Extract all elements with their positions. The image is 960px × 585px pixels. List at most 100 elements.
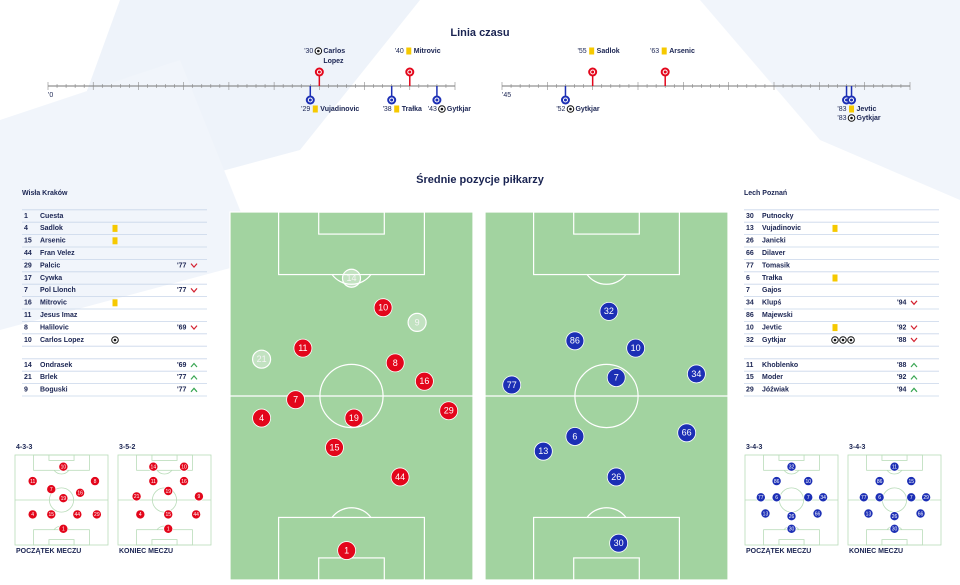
player-position-number: 1 xyxy=(344,545,349,555)
sub-minute: '77 xyxy=(177,387,187,394)
player-position-number: 10 xyxy=(181,465,187,471)
formation-caption: KONIEC MECZU xyxy=(119,548,173,555)
player-name: Tomasik xyxy=(762,262,790,269)
event-minute: '83 xyxy=(837,115,846,122)
player-position-marker xyxy=(72,509,83,520)
player-number: 15 xyxy=(746,374,754,381)
player-position-number: 10 xyxy=(378,303,388,313)
player-number: 16 xyxy=(24,300,32,307)
player-position-number: 6 xyxy=(878,495,881,501)
player-position-marker xyxy=(760,508,771,519)
pitch-center-circle xyxy=(49,487,74,513)
player-position-number: 29 xyxy=(923,495,929,501)
pitch-center-circle xyxy=(319,363,384,429)
player-position-marker xyxy=(606,368,626,388)
pitch-goal-area xyxy=(151,454,178,461)
player-position-marker xyxy=(565,427,585,446)
substitute-position-marker xyxy=(341,268,362,288)
player-position-number: 21 xyxy=(134,494,140,500)
player-position-number: 8 xyxy=(94,479,97,485)
event-minute: '38 xyxy=(383,106,392,113)
pitch-penalty-arc xyxy=(783,470,800,475)
event-player: Arsenic xyxy=(669,48,695,55)
player-position-number: 1 xyxy=(62,527,65,533)
player-position-number: 6 xyxy=(775,495,778,501)
player-position-number: 6 xyxy=(572,431,577,441)
player-position-marker xyxy=(609,533,629,553)
event-pin-head xyxy=(314,67,324,77)
player-number: 29 xyxy=(24,262,32,269)
player-position-marker xyxy=(91,509,102,520)
sub-minute: '88 xyxy=(897,362,907,369)
player-position-marker xyxy=(803,492,814,503)
sub-minute: '77 xyxy=(177,374,187,381)
event-pin-inner xyxy=(316,69,322,75)
player-position-marker xyxy=(373,298,393,318)
player-position-number: 66 xyxy=(918,511,924,517)
player-position-marker xyxy=(889,511,900,522)
yellow-card xyxy=(312,105,318,113)
player-position-marker xyxy=(565,331,585,351)
player-number: 29 xyxy=(746,387,754,394)
player-name: Cuesta xyxy=(40,213,63,220)
sub-minute: '77 xyxy=(177,287,187,294)
yellow-card xyxy=(112,224,118,232)
pitch-goal-area xyxy=(778,454,805,461)
goal-icon-center xyxy=(440,107,444,111)
goal-icon-center xyxy=(833,338,837,342)
background-shape xyxy=(0,60,260,330)
player-position-marker xyxy=(687,364,706,384)
sub-minute: '88 xyxy=(897,337,907,344)
yellow-card xyxy=(112,237,118,245)
player-position-marker xyxy=(46,509,57,520)
event-pin-head xyxy=(432,95,442,105)
yellow-card xyxy=(832,224,838,232)
sub-on-arrow xyxy=(910,387,918,393)
formation-label: 3-5-2 xyxy=(119,444,135,451)
player-position-number: 16 xyxy=(77,491,83,497)
player-number: 1 xyxy=(24,213,28,220)
player-position-marker xyxy=(755,492,766,503)
player-position-marker xyxy=(27,476,38,487)
event-player: Carlos xyxy=(323,48,345,55)
pitch-penalty-arc xyxy=(331,507,372,518)
player-number: 66 xyxy=(746,250,754,257)
player-position-marker xyxy=(58,493,69,504)
player-name: Trałka xyxy=(762,275,782,282)
player-name: Majewski xyxy=(762,312,793,319)
formation-caption: POCZĄTEK MECZU xyxy=(16,548,81,555)
player-position-marker xyxy=(148,476,159,487)
timeline-title: Linia czasu xyxy=(450,27,509,39)
player-position-number: 14 xyxy=(346,273,356,283)
player-position-marker xyxy=(163,485,174,496)
player-position-marker xyxy=(533,441,553,461)
player-position-marker xyxy=(771,492,782,503)
player-position-marker xyxy=(906,476,917,487)
player-position-number: 26 xyxy=(892,514,898,520)
sub-off-arrow xyxy=(190,325,198,331)
pitch-penalty-arc xyxy=(586,274,627,285)
player-position-number: 30 xyxy=(789,527,795,533)
player-position-marker xyxy=(390,467,410,487)
player-number: 6 xyxy=(746,275,750,282)
player-position-number: 77 xyxy=(507,380,517,390)
event-player: Mitrovic xyxy=(414,48,441,55)
event-pin-head xyxy=(405,67,415,77)
player-position-number: 26 xyxy=(789,514,795,520)
pitch-center-circle xyxy=(574,363,639,429)
player-position-number: 66 xyxy=(682,428,692,438)
sub-minute: '69 xyxy=(177,362,187,369)
event-pin-inner xyxy=(434,97,440,103)
event-minute: '30 xyxy=(304,48,313,55)
player-number: 44 xyxy=(24,250,32,257)
goal-icon-center xyxy=(317,49,320,53)
player-number: 10 xyxy=(746,324,754,331)
player-position-marker xyxy=(27,509,38,520)
sub-off-arrow xyxy=(910,325,918,331)
player-position-marker xyxy=(874,476,885,487)
pitch-goal-area xyxy=(151,539,178,546)
player-position-number: 15 xyxy=(329,442,339,452)
player-position-number: 30 xyxy=(614,538,624,548)
player-position-number: 11 xyxy=(30,479,35,485)
yellow-card xyxy=(406,47,412,55)
